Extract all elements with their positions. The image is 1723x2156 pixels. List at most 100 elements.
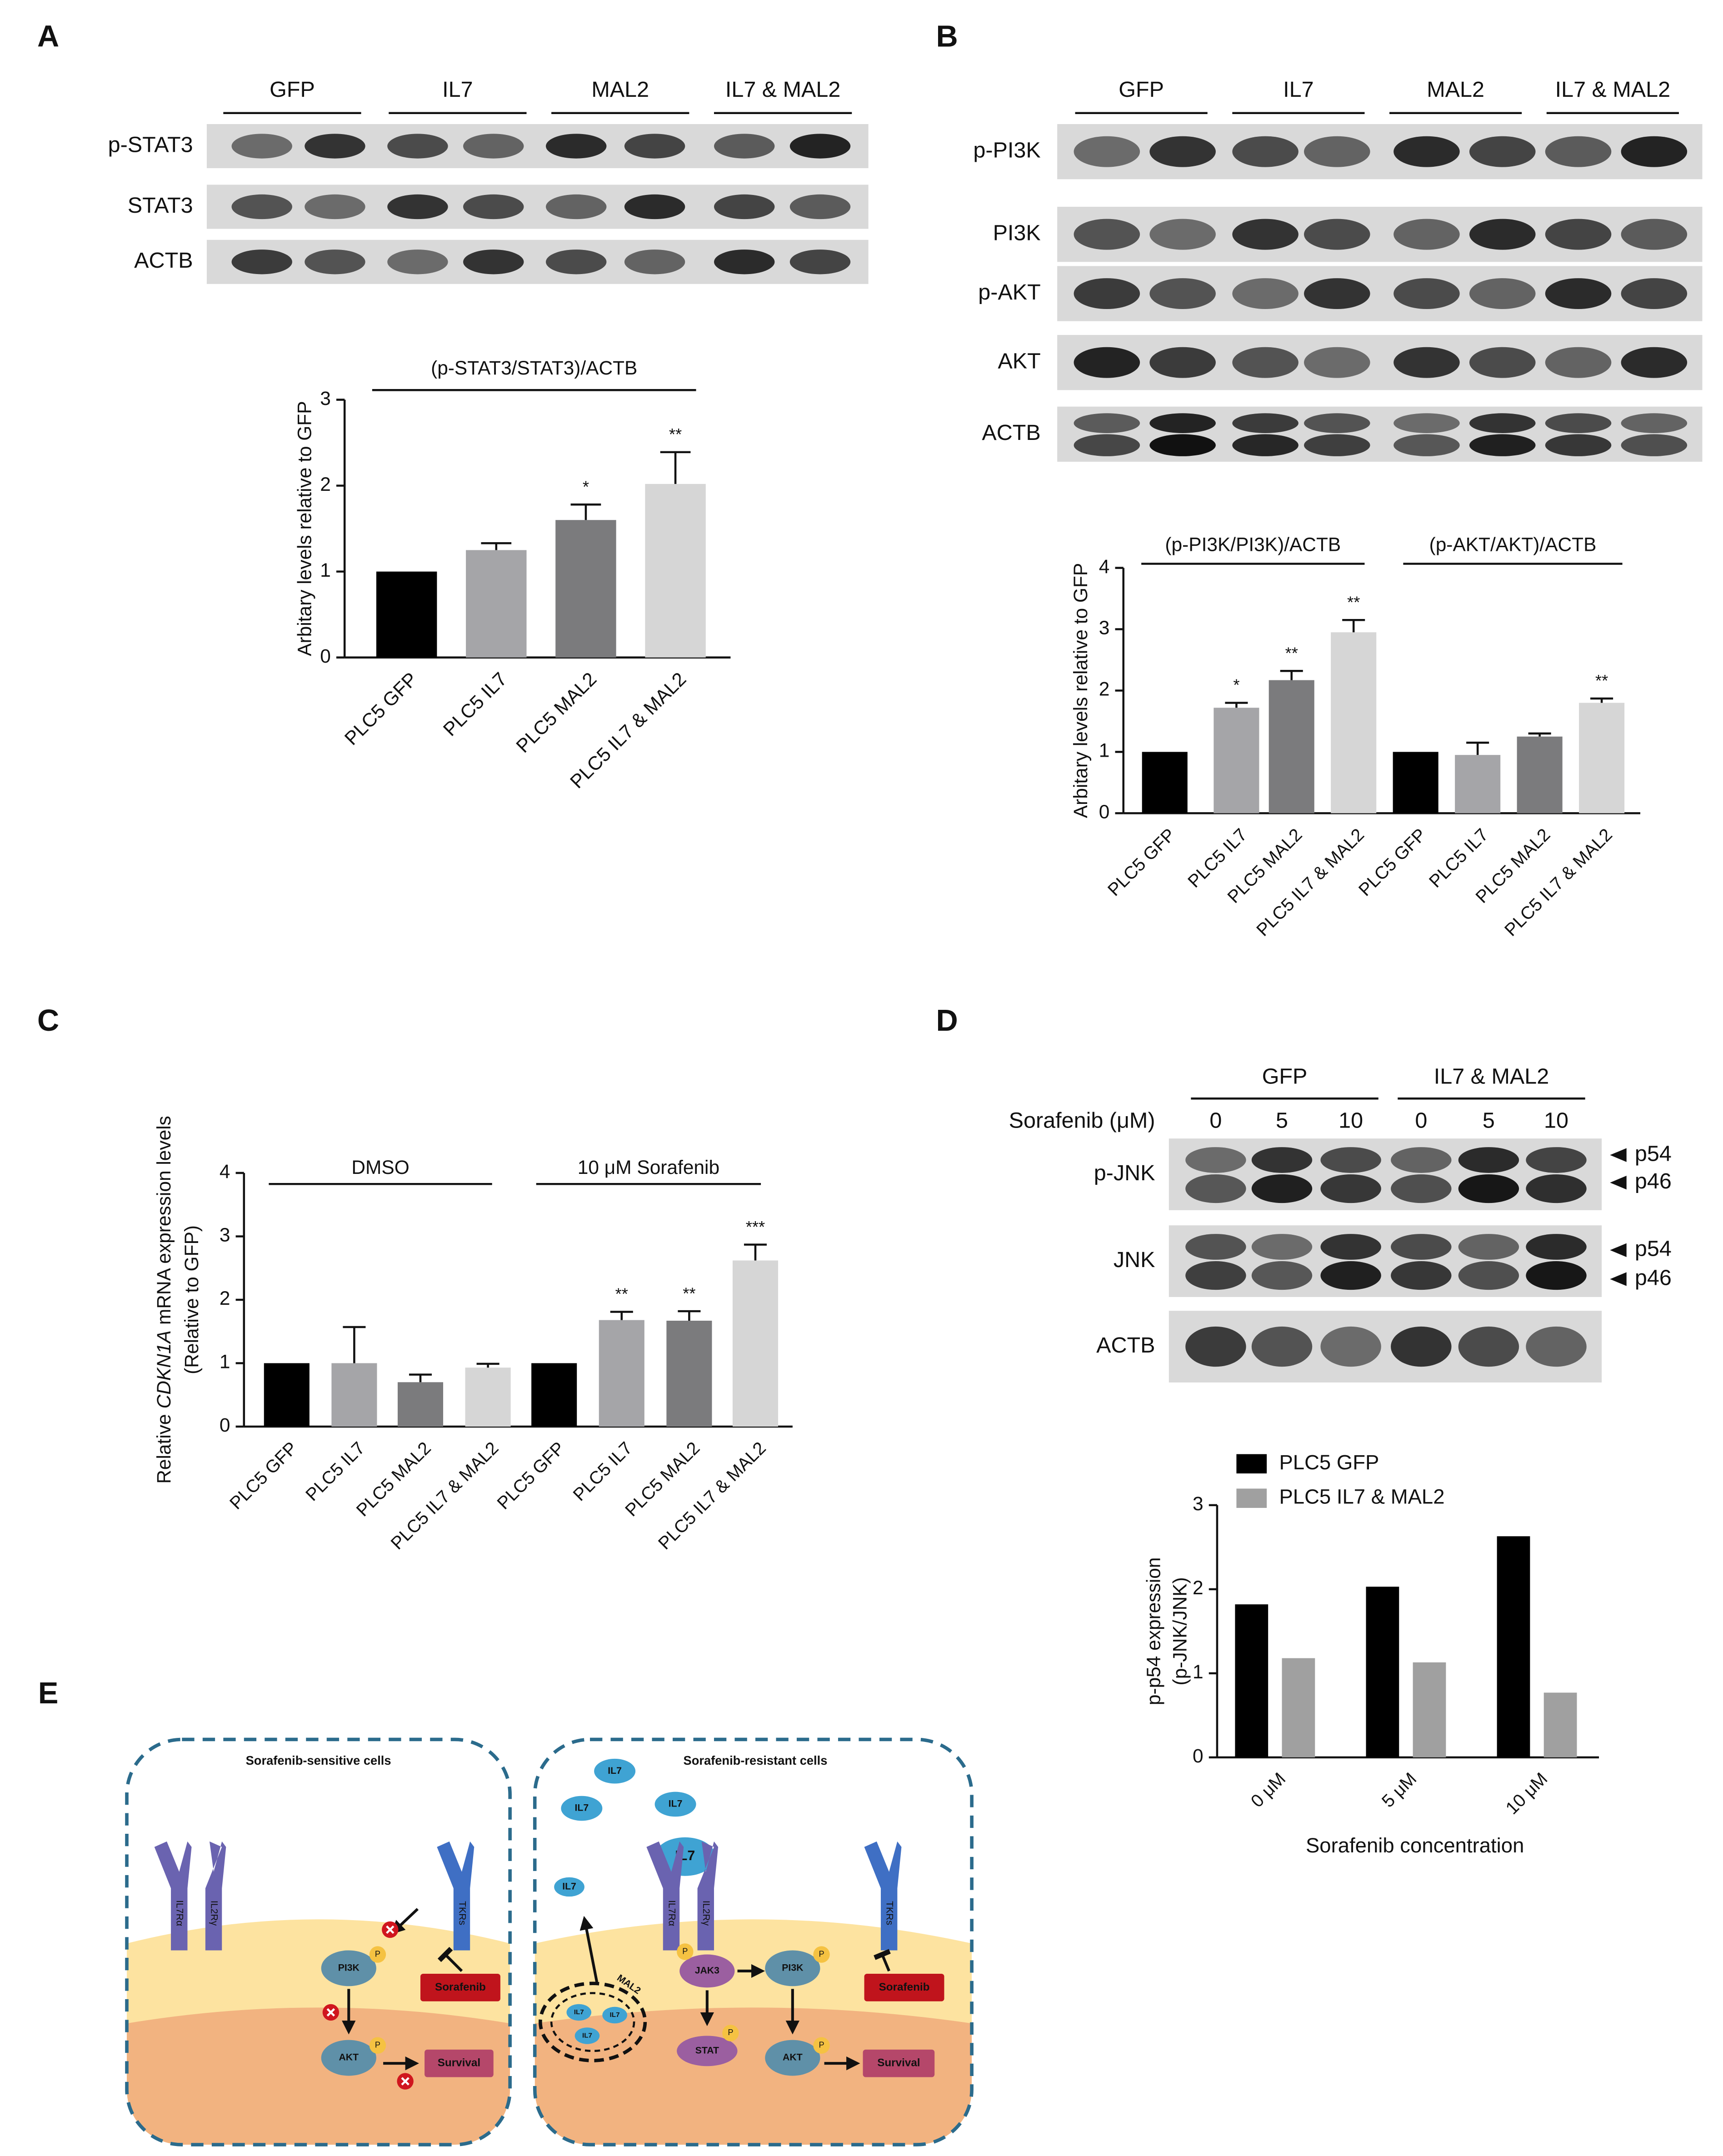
- phospho-site: [677, 1943, 694, 1960]
- blot-band: [1469, 413, 1536, 433]
- y-tick-label: 0: [320, 645, 331, 667]
- blot-band: [1458, 1261, 1519, 1290]
- bar: [376, 571, 437, 658]
- receptor-label: TKRs: [884, 1901, 895, 1925]
- blot-band: [1304, 413, 1370, 433]
- cargo: [566, 2004, 592, 2021]
- blot-band: [1393, 136, 1460, 167]
- band-marker: p46: [1635, 1169, 1672, 1193]
- cell-border: [533, 1737, 974, 2146]
- y-label-gene: CDKN1A: [153, 1330, 175, 1408]
- bar: [666, 1321, 712, 1427]
- ligand-label: IL7: [562, 1882, 576, 1892]
- node: [677, 2036, 738, 2066]
- blot-band: [1320, 1147, 1381, 1173]
- bar: [1517, 736, 1563, 813]
- cell-title: Sorafenib-resistant cells: [684, 1753, 828, 1767]
- group-title: 10 μM Sorafenib: [578, 1157, 719, 1178]
- receptor: [437, 1841, 474, 1951]
- blot-band: [1469, 278, 1536, 309]
- error-bar: [476, 1362, 499, 1368]
- blot-band: [1185, 1326, 1246, 1367]
- y-axis-label: (Relative to GFP): [181, 1225, 202, 1374]
- receptor: [864, 1841, 902, 1951]
- blot-band: [1232, 136, 1298, 167]
- y-tick-label: 0: [1193, 1745, 1204, 1767]
- y-label-part: mRNA expression levels: [153, 1116, 175, 1325]
- panel-label: E: [38, 1677, 59, 1710]
- blot-band: [1621, 413, 1688, 433]
- blot-band: [1304, 278, 1370, 309]
- y-tick-label: 1: [1099, 740, 1110, 761]
- blot-band: [1526, 1261, 1587, 1290]
- blot-band: [1149, 413, 1216, 433]
- error-bar: [1342, 619, 1365, 633]
- blot-band: [1621, 434, 1688, 456]
- y-tick-label: 0: [1099, 801, 1110, 823]
- x-tick-label: PLC5 IL7: [569, 1438, 636, 1505]
- x-tick-label: PLC5 IL7: [1425, 824, 1492, 891]
- blot-strip: [1169, 1225, 1602, 1297]
- blot-group-label: IL7: [1283, 77, 1313, 102]
- blot-band: [1251, 1147, 1313, 1173]
- dose-label: 0: [1209, 1108, 1222, 1133]
- blot-band: [1320, 1261, 1381, 1290]
- y-tick-label: 3: [220, 1224, 230, 1246]
- error-bar: [1280, 670, 1303, 680]
- error-bar: [1225, 702, 1248, 708]
- phospho-label: P: [728, 2028, 733, 2037]
- y-tick-label: 2: [1099, 679, 1110, 700]
- outcome: [425, 2049, 494, 2077]
- blot-band: [1393, 347, 1460, 378]
- ligand-label: IL7: [669, 1799, 683, 1809]
- block-x: [386, 1925, 395, 1934]
- y-tick-label: 1: [320, 559, 331, 581]
- blot-band: [1526, 1326, 1587, 1367]
- blot-band: [1149, 434, 1216, 456]
- ligand: [554, 1877, 584, 1897]
- legend-swatch: [1236, 1454, 1267, 1474]
- bar: [1543, 1692, 1577, 1757]
- band-marker: p46: [1635, 1265, 1672, 1290]
- bar: [264, 1363, 310, 1427]
- receptor: [697, 1841, 719, 1951]
- y-tick-label: 2: [220, 1288, 230, 1309]
- node-label: PI3K: [338, 1962, 360, 1973]
- blot-band: [545, 250, 607, 274]
- blot-band: [1232, 413, 1298, 433]
- phospho-site: [813, 2037, 830, 2054]
- bar: [397, 1382, 444, 1427]
- outcome-label: Survival: [438, 2057, 480, 2069]
- blot-band: [1074, 219, 1140, 250]
- blot-row-label: JNK: [1114, 1248, 1155, 1272]
- error-bar: [744, 1243, 767, 1261]
- ligand-label: IL7: [575, 1803, 589, 1813]
- block-x: [401, 2077, 410, 2086]
- bar: [531, 1363, 577, 1427]
- x-tick-label: PLC5 IL7: [302, 1438, 369, 1505]
- blot-band: [1074, 434, 1140, 456]
- dose-label: 10: [1544, 1108, 1568, 1133]
- bar: [1282, 1658, 1315, 1757]
- blot-band: [1251, 1174, 1313, 1203]
- blot-band: [1304, 347, 1370, 378]
- significance: *: [1233, 676, 1239, 694]
- blot-band: [463, 194, 524, 220]
- y-tick-label: 4: [1099, 556, 1110, 577]
- blot-band: [231, 194, 292, 220]
- panel-label: C: [37, 1004, 59, 1038]
- receptor: [646, 1841, 684, 1951]
- blot-band: [1393, 434, 1460, 456]
- panel-label: A: [37, 20, 59, 54]
- blot-band: [1304, 219, 1370, 250]
- outcome: [863, 2049, 935, 2077]
- blot-band: [1149, 347, 1216, 378]
- blot-band: [1469, 219, 1536, 250]
- error-bar: [610, 1311, 633, 1320]
- panel-label: B: [936, 20, 958, 54]
- x-tick-label: PLC5 MAL2: [512, 668, 600, 757]
- blot-band: [387, 134, 448, 159]
- blot-band: [1149, 136, 1216, 167]
- x-axis-label: Sorafenib concentration: [1306, 1834, 1524, 1857]
- panel-label: D: [936, 1004, 958, 1038]
